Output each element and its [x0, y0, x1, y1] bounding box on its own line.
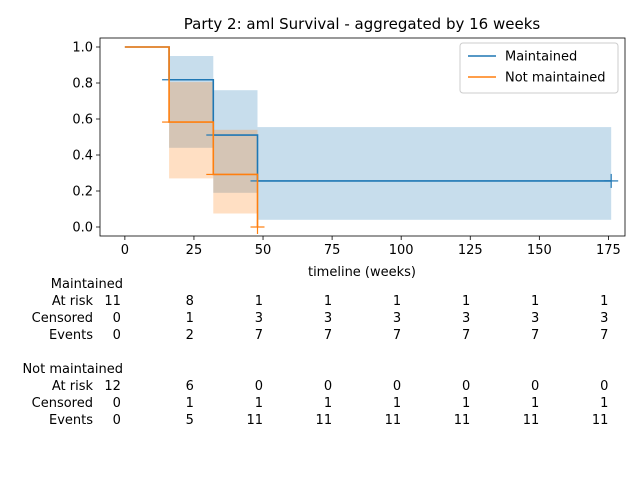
table-row-label: Events — [49, 328, 93, 343]
x-tick-label: 25 — [186, 243, 203, 258]
table-row-label: Censored — [32, 396, 93, 411]
table-cell: 3 — [462, 311, 470, 326]
x-tick-label: 75 — [324, 243, 341, 258]
table-cell: 1 — [462, 396, 470, 411]
legend-label-0: Maintained — [505, 50, 577, 65]
table-row-label: At risk — [52, 294, 94, 309]
table-cell: 8 — [186, 294, 194, 309]
table-cell: 0 — [113, 396, 121, 411]
x-tick-label: 125 — [458, 243, 483, 258]
table-cell: 1 — [393, 396, 401, 411]
table-cell: 7 — [531, 328, 539, 343]
table-cell: 1 — [324, 294, 332, 309]
ci-band-0-0 — [169, 56, 214, 148]
table-cell: 5 — [186, 413, 194, 428]
table-cell: 7 — [255, 328, 263, 343]
x-tick-label: 0 — [121, 243, 129, 258]
table-cell: 6 — [186, 379, 194, 394]
table-cell: 7 — [600, 328, 608, 343]
y-tick-label: 1.0 — [72, 41, 93, 56]
table-cell: 0 — [393, 379, 401, 394]
legend-label-1: Not maintained — [505, 71, 606, 86]
table-cell: 1 — [186, 396, 194, 411]
table-cell: 11 — [246, 413, 263, 428]
table-cell: 0 — [462, 379, 470, 394]
table-cell: 12 — [104, 379, 121, 394]
y-tick-label: 0.4 — [72, 149, 93, 164]
table-cell: 1 — [600, 396, 608, 411]
table-cell: 1 — [393, 294, 401, 309]
x-tick-label: 150 — [527, 243, 552, 258]
table-cell: 11 — [385, 413, 402, 428]
y-axis: 0.0 0.2 0.4 0.6 0.8 1.0 — [72, 41, 100, 236]
chart-title: Party 2: aml Survival - aggregated by 16… — [184, 15, 541, 33]
table-cell: 1 — [600, 294, 608, 309]
ci-band-0-1 — [213, 90, 258, 193]
table-cell: 0 — [113, 311, 121, 326]
ci-band-0-2 — [257, 127, 612, 220]
table-cell: 11 — [104, 294, 121, 309]
table-row-label: At risk — [52, 379, 94, 394]
table-group-name-0: Maintained — [51, 277, 123, 292]
axes-frame — [99, 37, 626, 237]
table-cell: 3 — [324, 311, 332, 326]
table-cell: 1 — [255, 294, 263, 309]
table-cell: 11 — [523, 413, 540, 428]
table-cell: 1 — [462, 294, 470, 309]
table-cell: 0 — [113, 413, 121, 428]
table-cell: 0 — [324, 379, 332, 394]
table-row-label: Censored — [32, 311, 93, 326]
table-cell: 11 — [454, 413, 471, 428]
legend-box — [459, 42, 619, 94]
y-tick-label: 0.2 — [72, 185, 93, 200]
table-cell: 0 — [531, 379, 539, 394]
y-tick-label: 0.6 — [72, 113, 93, 128]
table-cell: 7 — [393, 328, 401, 343]
table-cell: 1 — [186, 311, 194, 326]
x-tick-label: 100 — [389, 243, 414, 258]
table-cell: 1 — [324, 396, 332, 411]
table-cell: 3 — [255, 311, 263, 326]
table-cell: 0 — [113, 328, 121, 343]
table-cell: 3 — [531, 311, 539, 326]
x-tick-label: 175 — [596, 243, 621, 258]
table-cell: 0 — [600, 379, 608, 394]
table-cell: 11 — [316, 413, 333, 428]
legend: Maintained Not maintained — [459, 42, 619, 94]
table-cell: 1 — [531, 294, 539, 309]
table-cell: 7 — [324, 328, 332, 343]
ci-band-1-1 — [213, 129, 258, 214]
series-line-not-maintained — [124, 46, 259, 227]
table-cell: 1 — [531, 396, 539, 411]
table-cell: 3 — [393, 311, 401, 326]
table-cell: 11 — [592, 413, 609, 428]
x-axis: 0 25 50 75 100 125 150 175 — [121, 236, 621, 258]
ci-band-1-0 — [169, 82, 214, 179]
table-cell: 1 — [255, 396, 263, 411]
table-cell: 0 — [255, 379, 263, 394]
table-group-name-1: Not maintained — [22, 362, 123, 377]
x-tick-label: 50 — [255, 243, 272, 258]
table-row-label: Events — [49, 413, 93, 428]
x-axis-label: timeline (weeks) — [308, 265, 416, 280]
y-tick-label: 0.0 — [72, 221, 93, 236]
plot-area — [99, 37, 626, 237]
y-tick-label: 0.8 — [72, 77, 93, 92]
table-cell: 7 — [462, 328, 470, 343]
table-cell: 2 — [186, 328, 194, 343]
table-cell: 3 — [600, 311, 608, 326]
